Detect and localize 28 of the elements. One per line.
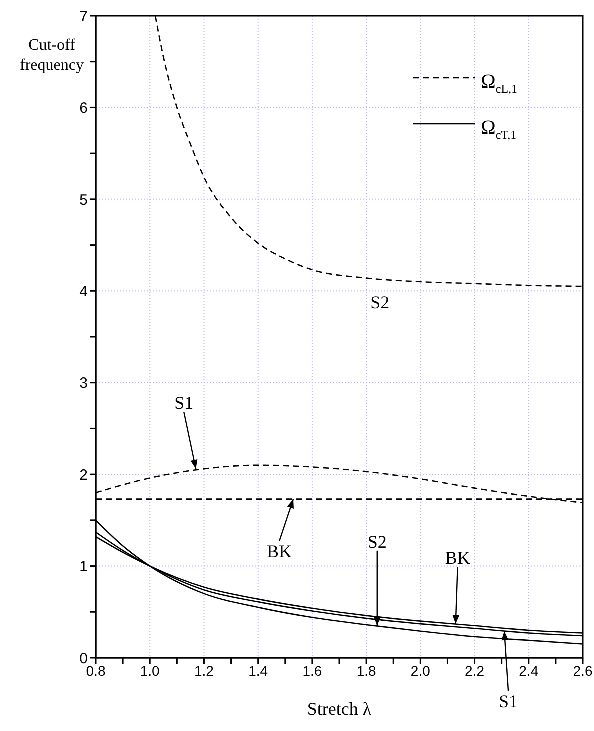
y-tick-label: 6	[80, 100, 88, 118]
y-tick-label: 1	[80, 558, 88, 576]
annotation: S2	[368, 532, 387, 552]
annotation: S1	[499, 691, 518, 712]
y-axis-title: Cut-off frequency	[19, 36, 85, 76]
x-axis-title: Stretch λ	[307, 699, 372, 719]
x-tick-label: 2.0	[410, 662, 431, 679]
y-tick-label: 5	[80, 192, 88, 209]
x-tick-label: 1.4	[248, 662, 268, 679]
x-tick-label: 2.6	[573, 662, 593, 679]
x-tick-label: 1.0	[140, 662, 160, 679]
x-tick-label: 1.6	[302, 662, 322, 679]
x-tick-label: 1.2	[194, 662, 214, 679]
annotation: BK	[445, 548, 470, 568]
x-tick-label: 0.8	[86, 662, 106, 679]
annotation: BK	[267, 541, 292, 562]
y-tick-label: 2	[80, 466, 88, 484]
annotation: S2	[370, 292, 390, 312]
x-tick-label: 1.8	[356, 662, 376, 679]
y-tick-label: 7	[80, 8, 88, 26]
legend-label: Ω$_{cT,1}$	[481, 117, 517, 142]
annotation: S1	[174, 393, 194, 414]
y-tick-label: 4	[80, 283, 88, 300]
legend-label: Ω$_{cL,1}$	[481, 71, 518, 96]
x-tick-label: 2.2	[465, 662, 485, 679]
y-tick-label: 0	[80, 650, 88, 668]
x-tick-label: 2.4	[519, 662, 539, 679]
y-tick-label: 3	[80, 375, 88, 392]
